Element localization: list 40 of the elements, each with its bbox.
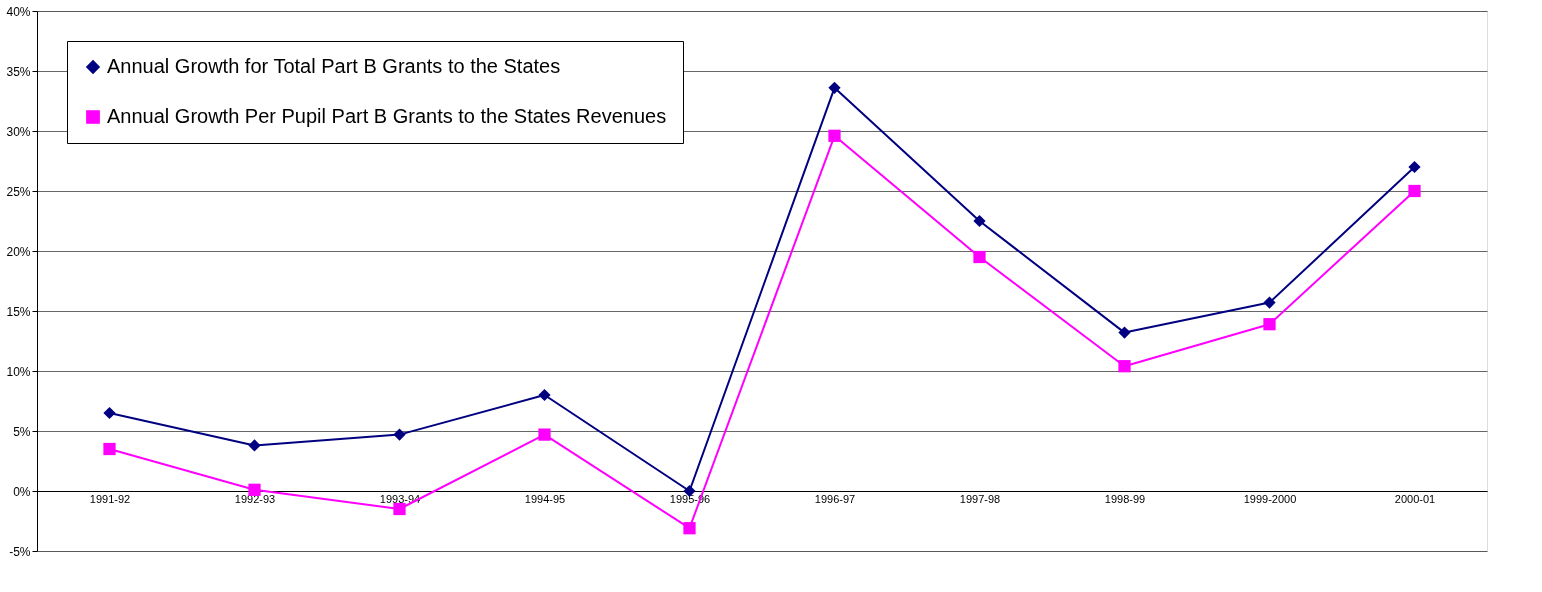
x-tick-label: 1993-94: [379, 492, 421, 505]
y-tick-label: 40%: [6, 4, 31, 19]
legend-label: Annual Growth for Total Part B Grants to the States: [107, 55, 561, 77]
y-tick-label: 0%: [13, 484, 31, 499]
y-tick-label: 35%: [6, 64, 31, 79]
point: [1118, 360, 1131, 373]
y-tick-label: 15%: [6, 304, 31, 319]
point: [538, 388, 551, 402]
x-tick-label: 1999-2000: [1243, 492, 1297, 505]
point: [393, 428, 406, 441]
point: [1263, 296, 1276, 309]
point: [1118, 326, 1131, 339]
point: [1263, 318, 1276, 331]
point: [103, 406, 116, 420]
y-tick-label: 5%: [13, 424, 31, 439]
point: [973, 214, 986, 228]
point: [1408, 184, 1421, 198]
point: [248, 439, 261, 452]
point: [393, 502, 406, 516]
point: [538, 428, 551, 441]
x-tick-label: 1994-95: [524, 492, 566, 505]
point: [828, 129, 841, 142]
point: [828, 81, 841, 94]
point: [683, 522, 696, 535]
y-tick-label: 25%: [6, 184, 31, 199]
x-tick-label: 2000-01: [1394, 492, 1436, 505]
x-tick-label: 1997-98: [959, 492, 1001, 505]
x-tick-label: 1991-92: [89, 492, 131, 505]
point: [1408, 160, 1421, 174]
point: [973, 250, 986, 264]
point: [103, 442, 116, 456]
x-tick-label: 1998-99: [1104, 492, 1146, 505]
x-tick-label: 1992-93: [234, 492, 276, 505]
y-tick-label: 30%: [6, 124, 31, 139]
y-tick-label: 20%: [6, 244, 31, 259]
x-tick-label: 1996-97: [814, 492, 856, 505]
y-tick-label: 10%: [6, 364, 31, 379]
legend-label: Annual Growth Per Pupil Part B Grants to the States Revenues: [107, 105, 667, 127]
y-tick-label: -5%: [9, 544, 31, 559]
point: [248, 483, 261, 496]
